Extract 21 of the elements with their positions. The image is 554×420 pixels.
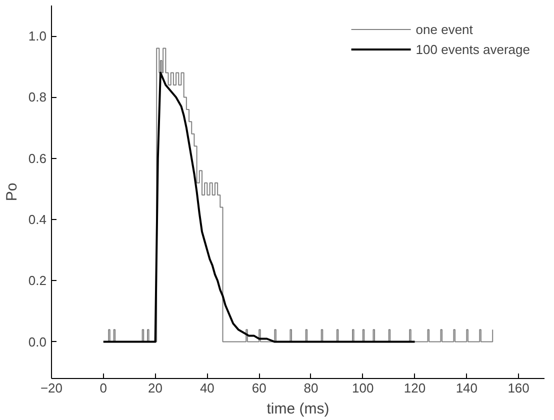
x-tick-label: 100: [352, 380, 374, 396]
x-tick-label: −20: [40, 380, 63, 396]
x-axis-title: time (ms): [266, 400, 330, 418]
y-tick-label: 0.4: [28, 212, 47, 228]
y-tick-label: 0.8: [28, 90, 47, 105]
x-tick-label: 120: [404, 380, 426, 396]
y-tick-label: 0.2: [28, 273, 47, 288]
x-tick-label: 160: [508, 380, 530, 396]
x-tick-label: 140: [456, 380, 478, 396]
x-tick-label: 20: [148, 380, 163, 396]
x-tick-label: 60: [252, 380, 266, 396]
y-tick-label: 0.0: [28, 334, 47, 350]
x-tick-label: 80: [304, 380, 318, 396]
y-tick-label: 1.0: [28, 28, 47, 44]
line-series: [102, 72, 416, 343]
x-tick-label: 0: [100, 380, 108, 396]
y-axis-title: Po: [3, 182, 20, 202]
y-tick-label: 0.6: [28, 150, 47, 166]
legend-label: one event: [416, 22, 473, 36]
x-tick-label: 40: [200, 380, 214, 396]
legend-label: 100 events average: [416, 42, 530, 56]
